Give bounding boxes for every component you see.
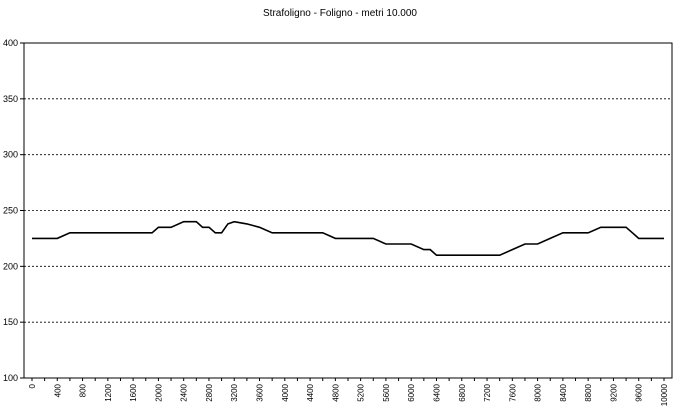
x-tick-label: 6000 (407, 383, 416, 401)
y-tick-label: 100 (3, 373, 18, 383)
series-line (32, 220, 664, 256)
y-tick-label: 350 (3, 94, 18, 104)
x-tick-label: 9200 (609, 383, 618, 401)
x-tick-label: 4000 (281, 383, 290, 401)
chart-title: Strafoligno - Foligno - metri 10.000 (263, 8, 417, 19)
y-axis-ticks: 100 150 200 250 300 350 400 (3, 38, 24, 383)
x-tick-label: 7600 (508, 383, 517, 401)
x-tick-label: 1200 (104, 383, 113, 401)
x-tick-label: 400 (53, 383, 62, 397)
x-tick-label: 2400 (180, 383, 189, 401)
x-axis-ticks: 0 400 800 1200 1600 2000 2400 2800 3200 3600 4000 4… (28, 378, 669, 406)
y-tick-label: 250 (3, 206, 18, 216)
x-tick-label: 3200 (230, 383, 239, 401)
x-tick-label: 8000 (534, 383, 543, 401)
x-tick-label: 1600 (129, 383, 138, 401)
x-tick-label: 4800 (331, 383, 340, 401)
grid-lines (24, 98, 672, 323)
x-tick-label: 10000 (660, 383, 669, 406)
x-tick-label: 6800 (458, 383, 467, 401)
x-tick-label: 9600 (635, 383, 644, 401)
x-tick-label: 2800 (205, 383, 214, 401)
x-tick-label: 2000 (154, 383, 163, 401)
y-tick-label: 200 (3, 261, 18, 271)
y-tick-label: 400 (3, 38, 18, 48)
plot-area (23, 42, 673, 379)
x-tick-label: 5600 (382, 383, 391, 401)
x-tick-label: 8800 (584, 383, 593, 401)
x-tick-label: 5200 (357, 383, 366, 401)
y-tick-label: 150 (3, 317, 18, 327)
x-tick-label: 8400 (559, 383, 568, 401)
x-tick-label: 800 (79, 383, 88, 397)
x-tick-label: 4400 (306, 383, 315, 401)
y-tick-label: 300 (3, 150, 18, 160)
x-tick-label: 6400 (432, 383, 441, 401)
x-tick-label: 0 (28, 383, 37, 388)
x-tick-label: 7200 (483, 383, 492, 401)
x-tick-label: 3600 (256, 383, 265, 401)
